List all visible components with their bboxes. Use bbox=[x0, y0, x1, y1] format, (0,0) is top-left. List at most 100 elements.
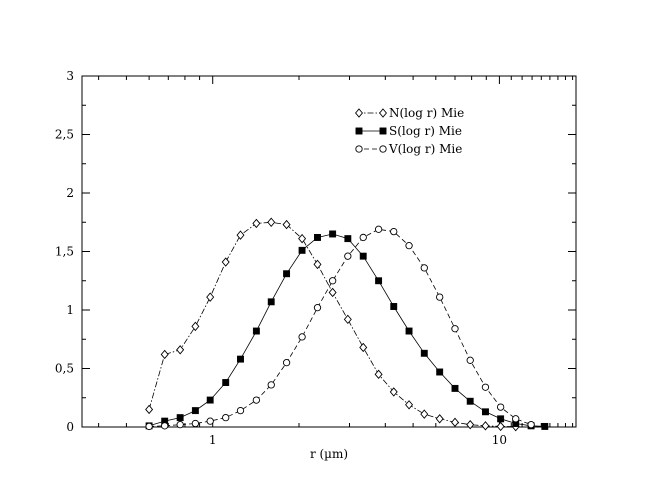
data-point bbox=[145, 404, 154, 415]
data-point bbox=[236, 230, 245, 240]
series-3 bbox=[145, 225, 535, 431]
data-point bbox=[527, 421, 535, 429]
y-tick-label: 0 bbox=[66, 420, 74, 434]
y-tick-label: 2,5 bbox=[55, 128, 74, 142]
legend-marker bbox=[355, 145, 363, 153]
series-line bbox=[149, 228, 532, 427]
data-point bbox=[313, 304, 322, 312]
data-point bbox=[191, 419, 200, 428]
data-point bbox=[496, 421, 505, 432]
data-point bbox=[160, 349, 169, 360]
data-point bbox=[512, 415, 520, 423]
series-1 bbox=[145, 217, 520, 432]
data-point bbox=[359, 342, 368, 353]
data-point bbox=[420, 349, 428, 357]
data-point bbox=[405, 327, 413, 335]
y-tick-label: 0,5 bbox=[55, 362, 74, 376]
data-point bbox=[435, 414, 444, 424]
data-point bbox=[298, 333, 306, 341]
data-point bbox=[237, 355, 244, 363]
data-point bbox=[252, 327, 260, 335]
data-point bbox=[451, 384, 459, 392]
data-point bbox=[482, 408, 489, 416]
y-tick-label: 3 bbox=[66, 69, 74, 83]
data-point bbox=[481, 421, 490, 431]
x-tick-label: 10 bbox=[492, 433, 507, 447]
data-point bbox=[206, 417, 214, 425]
data-point bbox=[313, 259, 322, 270]
data-point bbox=[267, 217, 276, 227]
data-point bbox=[359, 252, 367, 260]
y-tick-label: 1,5 bbox=[55, 245, 74, 259]
data-point bbox=[298, 233, 307, 244]
data-point bbox=[282, 358, 291, 367]
data-point bbox=[359, 233, 367, 242]
data-point bbox=[420, 264, 428, 272]
data-point bbox=[420, 409, 429, 419]
data-point bbox=[314, 234, 321, 241]
data-point bbox=[389, 387, 398, 397]
data-point bbox=[481, 383, 490, 391]
data-point bbox=[145, 422, 153, 431]
data-point bbox=[252, 218, 261, 229]
data-point bbox=[497, 415, 505, 423]
data-point bbox=[375, 277, 383, 285]
legend-marker bbox=[379, 127, 387, 135]
data-point bbox=[206, 292, 215, 302]
data-point bbox=[176, 414, 184, 422]
data-point bbox=[282, 219, 291, 230]
data-point bbox=[343, 314, 352, 325]
data-point bbox=[344, 235, 352, 243]
data-point bbox=[466, 356, 474, 364]
data-point bbox=[328, 277, 337, 285]
y-tick-label: 1 bbox=[66, 303, 74, 317]
data-point bbox=[267, 298, 275, 306]
legend-marker bbox=[355, 108, 363, 118]
data-point bbox=[328, 287, 337, 298]
series-line bbox=[148, 221, 516, 427]
data-point bbox=[206, 396, 214, 404]
data-point bbox=[161, 422, 169, 430]
legend-marker bbox=[379, 108, 387, 118]
legend-marker bbox=[379, 145, 387, 153]
data-point bbox=[176, 345, 185, 355]
data-point bbox=[451, 325, 459, 333]
data-point bbox=[405, 241, 413, 250]
legend-marker bbox=[355, 127, 363, 135]
x-axis-label: r (µm) bbox=[310, 447, 348, 461]
data-point bbox=[222, 379, 230, 386]
series-layer bbox=[145, 217, 549, 432]
data-point bbox=[298, 246, 306, 254]
data-point bbox=[451, 417, 459, 428]
legend: N(log r) Mie S(log r) Mie V(log r) Mie bbox=[355, 106, 464, 156]
data-point bbox=[466, 397, 474, 405]
data-point bbox=[191, 321, 200, 332]
legend-label: S(log r) Mie bbox=[389, 124, 462, 138]
data-point bbox=[329, 230, 337, 238]
legend-entry: V(log r) Mie bbox=[355, 142, 462, 156]
legend-label: N(log r) Mie bbox=[389, 106, 464, 120]
data-point bbox=[191, 407, 199, 415]
data-point bbox=[176, 421, 184, 429]
data-point bbox=[436, 368, 444, 376]
data-point bbox=[436, 293, 444, 301]
data-point bbox=[466, 419, 475, 430]
data-point bbox=[390, 227, 398, 236]
axis-ticks: 0 0,5 1 1,5 2 2,5 3 1 10 bbox=[55, 69, 576, 447]
data-point bbox=[405, 400, 414, 410]
data-point bbox=[390, 303, 398, 310]
data-point bbox=[344, 252, 352, 260]
plot-frame bbox=[81, 75, 577, 428]
data-point bbox=[374, 369, 383, 380]
data-point bbox=[374, 225, 383, 233]
data-point bbox=[283, 270, 291, 278]
legend-entry: N(log r) Mie bbox=[355, 106, 464, 120]
series-2 bbox=[145, 230, 549, 430]
y-tick-label: 2 bbox=[66, 186, 74, 200]
data-point bbox=[496, 403, 505, 411]
x-tick-label: 1 bbox=[209, 433, 217, 447]
data-point bbox=[221, 257, 230, 267]
legend-label: V(log r) Mie bbox=[388, 142, 462, 156]
data-point bbox=[267, 381, 275, 389]
